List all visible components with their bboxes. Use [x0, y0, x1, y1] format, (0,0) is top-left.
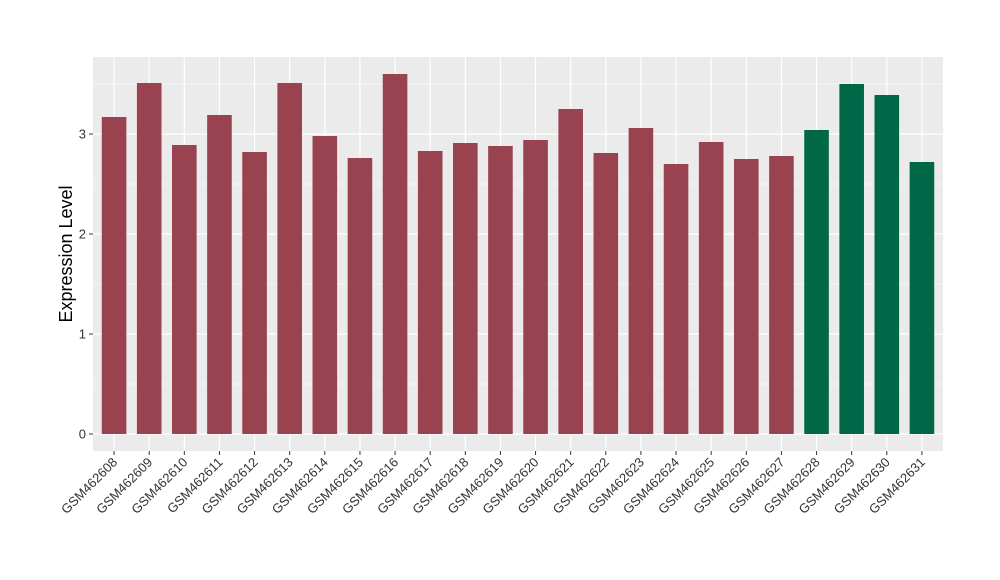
- bar-GSM462619: [488, 146, 513, 434]
- bar-GSM462627: [769, 156, 794, 434]
- bar-GSM462629: [839, 84, 864, 434]
- bar-GSM462613: [277, 83, 302, 434]
- bar-GSM462631: [909, 162, 935, 434]
- bar-GSM462609: [136, 83, 162, 434]
- bar-GSM462618: [453, 143, 478, 434]
- bar-GSM462620: [523, 140, 548, 434]
- y-tick-label: 2: [79, 227, 86, 242]
- y-axis-title: Expression Level: [56, 185, 76, 322]
- x-axis: GSM462608GSM462609GSM462610GSM462611GSM4…: [58, 451, 928, 517]
- y-tick-label: 3: [79, 127, 86, 142]
- bar-GSM462610: [172, 145, 197, 434]
- bar-GSM462612: [242, 152, 267, 434]
- plot-panel: [93, 57, 943, 451]
- y-axis: 0 1 2 3: [79, 127, 93, 442]
- bar-GSM462624: [663, 164, 689, 434]
- bar-GSM462622: [593, 153, 619, 434]
- bar-GSM462608: [101, 117, 127, 434]
- bar-GSM462621: [558, 109, 583, 434]
- y-tick-label: 1: [79, 327, 86, 342]
- bars: [101, 74, 935, 434]
- bar-GSM462611: [207, 115, 232, 434]
- minor-gridlines: [93, 83, 943, 385]
- bar-GSM462617: [417, 151, 443, 434]
- bar-GSM462625: [698, 142, 724, 434]
- bar-GSM462615: [347, 158, 373, 434]
- y-tick-label: 0: [79, 427, 86, 442]
- bar-GSM462628: [804, 130, 829, 434]
- bar-GSM462616: [382, 74, 408, 434]
- bar-GSM462614: [312, 136, 338, 434]
- bar-GSM462623: [628, 128, 654, 434]
- bar-GSM462626: [734, 159, 759, 434]
- bar-GSM462630: [874, 95, 900, 434]
